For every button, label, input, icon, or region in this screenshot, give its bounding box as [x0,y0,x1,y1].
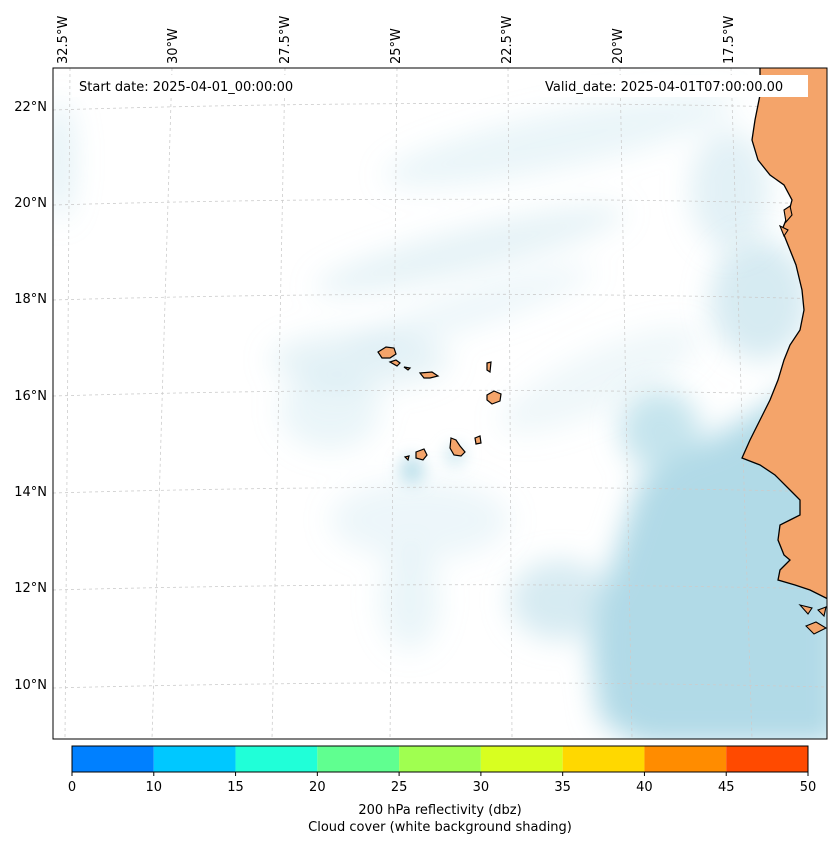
colorbar-tick-label: 30 [473,780,490,795]
latitude-labels: 22°N 20°N 18°N 16°N 14°N 12°N 10°N [14,100,47,693]
colorbar-segment [399,746,481,772]
cape-verde-islands [377,346,502,462]
lat-label: 22°N [14,100,47,115]
colorbar-segment [644,746,727,772]
colorbar-segment [235,746,318,772]
graticule [53,68,827,739]
colorbar-tick-label: 40 [636,780,653,795]
colorbar-segment [726,746,808,772]
colorbar-tick-label: 45 [718,780,735,795]
lat-label: 20°N [14,196,47,211]
lat-label: 18°N [14,292,47,307]
colorbar-segment [317,746,400,772]
lat-label: 12°N [14,581,47,596]
lon-label: 17.5°W [722,16,737,64]
colorbar-tick-label: 0 [68,780,76,795]
map-layers [53,68,827,739]
colorbar: 0 10 15 20 25 30 35 40 45 50 [68,745,817,795]
colorbar-segment [480,746,563,772]
lon-label: 20°W [611,28,626,64]
colorbar-tick-label: 10 [146,780,163,795]
coastline [741,68,827,600]
lat-label: 16°N [14,389,47,404]
colorbar-tick-label: 50 [800,780,817,795]
lon-label: 25°W [389,28,404,64]
colorbar-tick-label: 20 [309,780,326,795]
colorbar-segment [562,746,645,772]
valid-date-label: Valid_date: 2025-04-01T07:00:00.00 [545,80,783,95]
lon-label: 32.5°W [56,16,71,64]
colorbar-tick-label: 25 [391,780,408,795]
lon-label: 22.5°W [500,16,515,64]
colorbar-segment [72,746,154,772]
colorbar-segment [153,746,236,772]
lat-label: 10°N [14,678,47,693]
longitude-labels: 32.5°W 30°W 27.5°W 25°W 22.5°W 20°W 17.5… [56,16,737,64]
start-date-box [72,75,312,97]
valid-date-box [540,75,808,97]
lon-label: 30°W [166,28,181,64]
cloud-cover-faint [53,93,770,650]
land-mauritania [742,68,827,599]
lon-label: 27.5°W [278,16,293,64]
colorbar-label: 200 hPa reflectivity (dbz) [358,803,521,818]
colorbar-sublabel: Cloud cover (white background shading) [308,820,572,835]
lat-label: 14°N [14,485,47,500]
coastal-islets [778,205,827,635]
colorbar-tick-label: 35 [554,780,571,795]
map-frame-border [52,67,828,740]
colorbar-border [71,745,809,773]
colorbar-tick-label: 15 [227,780,244,795]
start-date-label: Start date: 2025-04-01_00:00:00 [79,80,293,95]
